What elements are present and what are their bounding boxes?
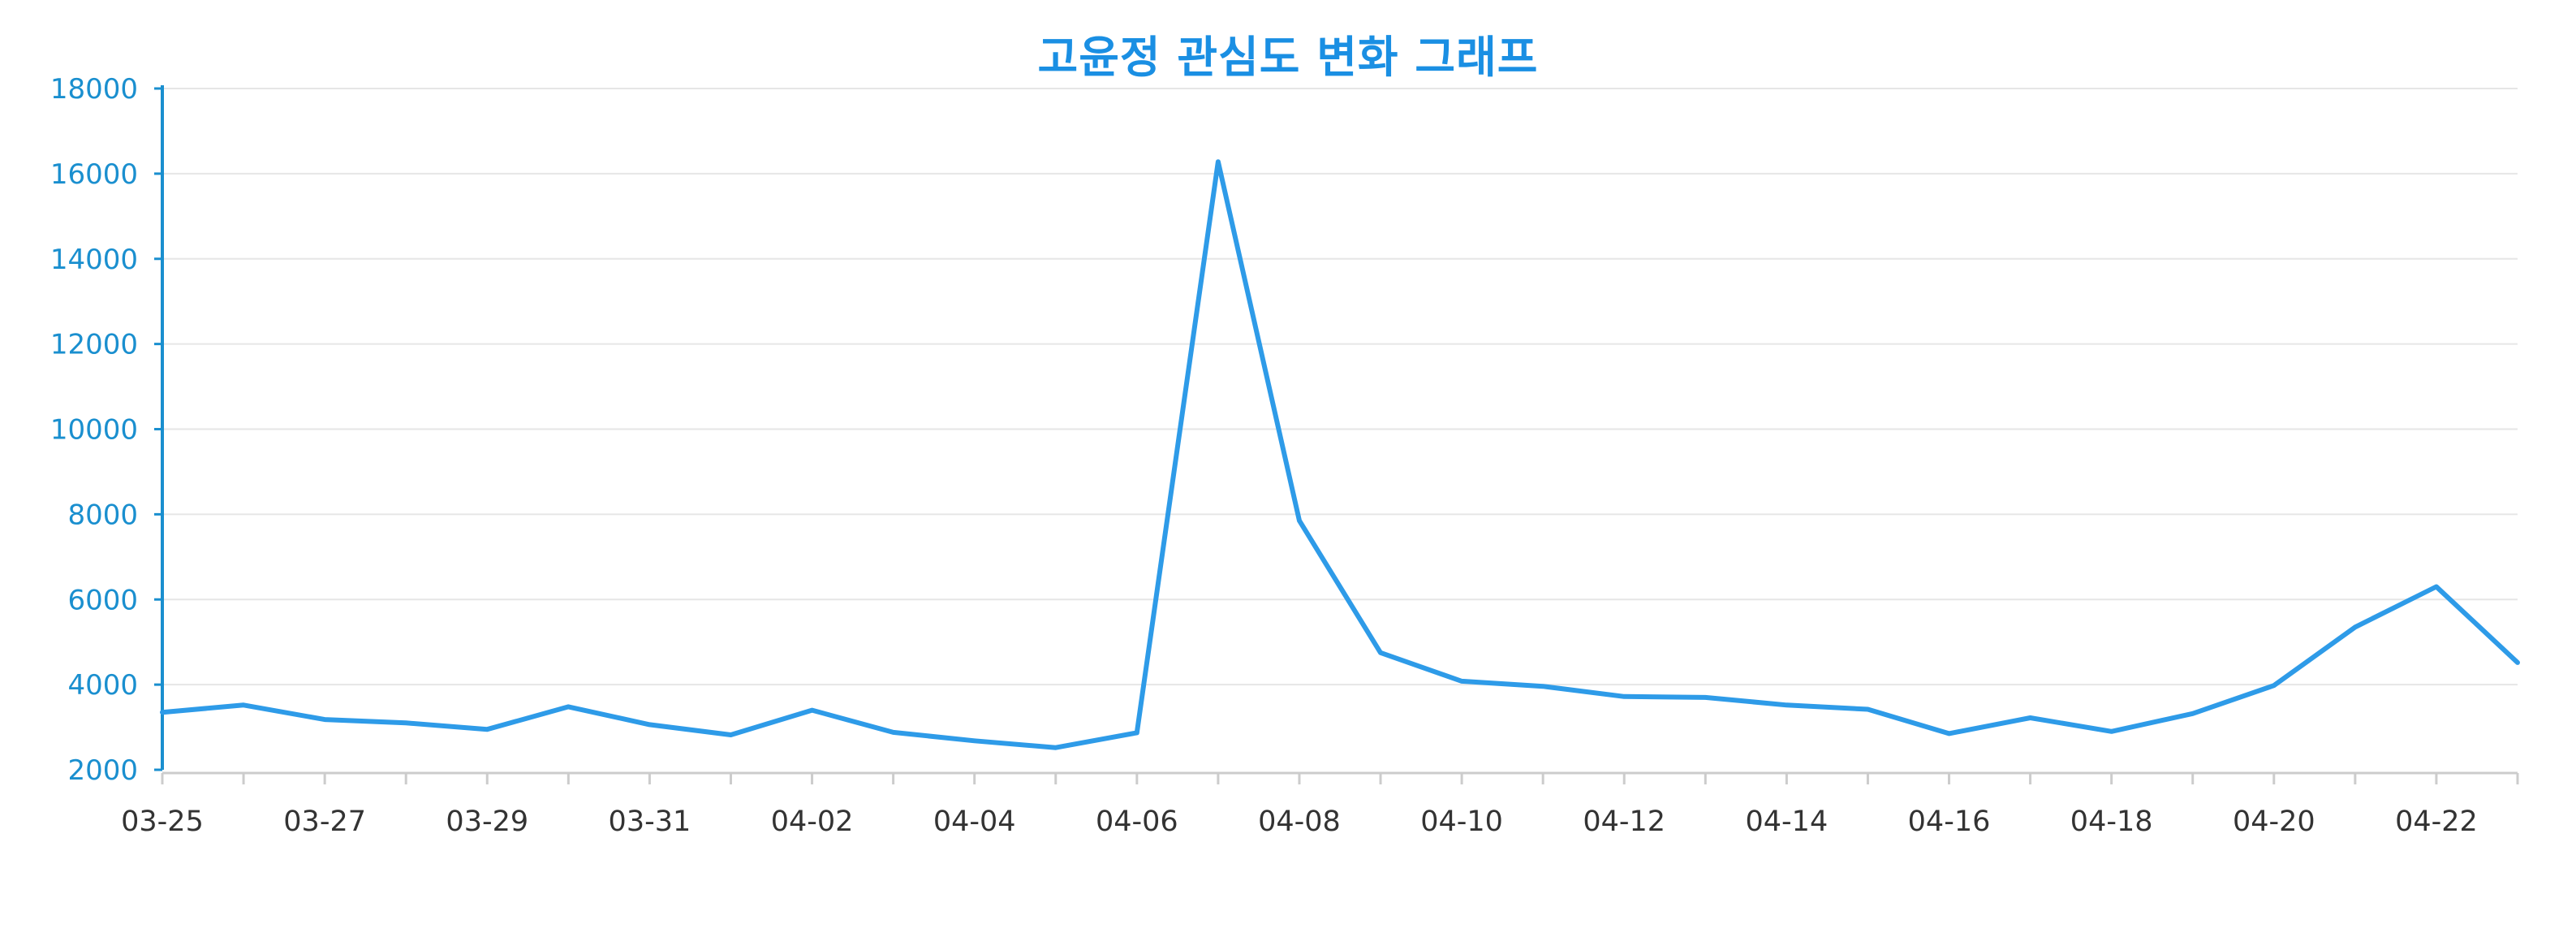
axes bbox=[154, 85, 2519, 784]
x-tick-label: 04-16 bbox=[1908, 806, 1991, 838]
y-tick-label: 16000 bbox=[50, 158, 138, 191]
y-tick-labels: 2000 4000 6000 8000 10000 12000 14000 16000 1800… bbox=[50, 73, 138, 787]
x-tick-label: 04-22 bbox=[2395, 806, 2478, 838]
y-tick-label: 18000 bbox=[50, 73, 138, 106]
y-tick-label: 8000 bbox=[67, 499, 138, 531]
series-line bbox=[160, 159, 2520, 750]
x-tick-label: 03-25 bbox=[121, 806, 204, 838]
x-tick-label: 04-04 bbox=[933, 806, 1016, 838]
grid-lines bbox=[162, 88, 2518, 686]
x-tick-label: 04-10 bbox=[1420, 806, 1503, 838]
x-tick-label: 03-27 bbox=[283, 806, 366, 838]
x-tick-labels: 03-25 03-27 03-29 03-31 04-02 04-04 04-06 04-08… bbox=[121, 806, 2478, 838]
x-tick-label: 04-20 bbox=[2233, 806, 2315, 838]
series-layer bbox=[160, 159, 2520, 750]
x-tick-label: 04-14 bbox=[1746, 806, 1829, 838]
chart-title: 고윤정 관심도 변화 그래프 bbox=[1037, 32, 1539, 83]
x-tick-label: 04-06 bbox=[1096, 806, 1178, 838]
y-tick-label: 12000 bbox=[50, 329, 138, 361]
x-tick-label: 04-08 bbox=[1258, 806, 1341, 838]
y-tick-label: 4000 bbox=[67, 669, 138, 702]
y-tick-label: 10000 bbox=[50, 414, 138, 447]
x-tick-label: 04-02 bbox=[771, 806, 854, 838]
y-tick-label: 6000 bbox=[67, 584, 138, 616]
x-tick-label: 03-31 bbox=[609, 806, 691, 838]
y-tick-label: 2000 bbox=[67, 754, 138, 787]
x-tick-label: 03-29 bbox=[446, 806, 528, 838]
x-tick-label: 04-18 bbox=[2070, 806, 2153, 838]
y-tick-label: 14000 bbox=[50, 244, 138, 276]
x-tick-label: 04-12 bbox=[1583, 806, 1665, 838]
